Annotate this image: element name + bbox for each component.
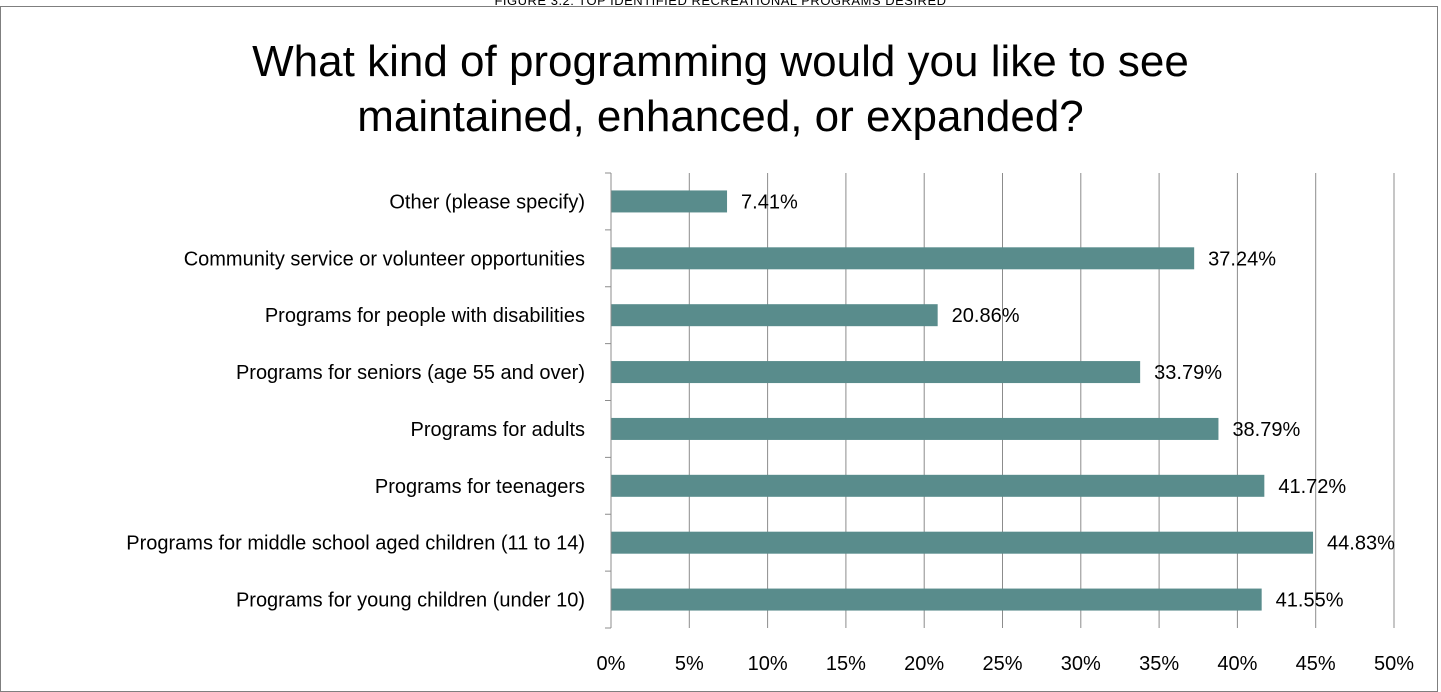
x-tick-label: 5% — [675, 653, 704, 675]
chart-title-line-1: What kind of programming would you like … — [252, 37, 1189, 86]
category-label: Programs for adults — [410, 419, 585, 441]
data-label: 41.55% — [1276, 590, 1344, 612]
x-tick-label: 25% — [982, 653, 1022, 675]
chart-title-line-2: maintained, enhanced, or expanded? — [357, 92, 1084, 141]
category-labels: Other (please specify) Community service … — [126, 191, 585, 611]
x-tick-label: 0% — [597, 653, 626, 675]
category-label: Programs for teenagers — [375, 476, 585, 498]
data-label: 44.83% — [1327, 533, 1395, 555]
chart-title: What kind of programming would you like … — [0, 34, 1441, 144]
x-tick-label: 20% — [904, 653, 944, 675]
chart-frame — [0, 6, 1438, 692]
axis-lines — [605, 172, 612, 629]
category-label: Programs for people with disabilities — [265, 305, 585, 327]
x-tick-label: 35% — [1139, 653, 1179, 675]
data-label: 41.72% — [1278, 476, 1346, 498]
bar — [611, 304, 938, 327]
x-tick-label: 50% — [1374, 653, 1414, 675]
bar — [611, 190, 728, 213]
x-tick-label: 40% — [1217, 653, 1257, 675]
data-label: 38.79% — [1232, 419, 1300, 441]
bar — [611, 474, 1265, 497]
category-label: Programs for young children (under 10) — [236, 590, 585, 612]
data-label: 37.24% — [1208, 248, 1276, 270]
category-label: Community service or volunteer opportuni… — [184, 248, 585, 270]
figure-caption: FIGURE 3.2: TOP IDENTIFIED RECREATIONAL … — [494, 0, 947, 8]
data-label: 33.79% — [1154, 362, 1222, 384]
bar — [611, 361, 1141, 384]
x-tick-label: 10% — [748, 653, 788, 675]
gridlines — [688, 173, 1395, 628]
x-tick-label: 15% — [826, 653, 866, 675]
category-label: Programs for middle school aged children… — [126, 533, 585, 555]
bar — [611, 247, 1195, 270]
x-tick-label: 45% — [1296, 653, 1336, 675]
data-label: 7.41% — [741, 191, 798, 213]
x-tick-labels: 0% 5% 10% 15% 20% 25% 30% 35% 40% 45% 50% — [597, 653, 1415, 675]
bar — [611, 531, 1314, 554]
bar — [611, 417, 1219, 440]
category-label: Other (please specify) — [389, 191, 585, 213]
category-label: Programs for seniors (age 55 and over) — [236, 362, 585, 384]
data-label: 20.86% — [952, 305, 1020, 327]
value-labels: 7.41% 37.24% 20.86% 33.79% 38.79% 41.72% 44.83… — [741, 191, 1395, 611]
bars — [611, 190, 1314, 611]
x-tick-label: 30% — [1061, 653, 1101, 675]
bar — [611, 588, 1262, 611]
